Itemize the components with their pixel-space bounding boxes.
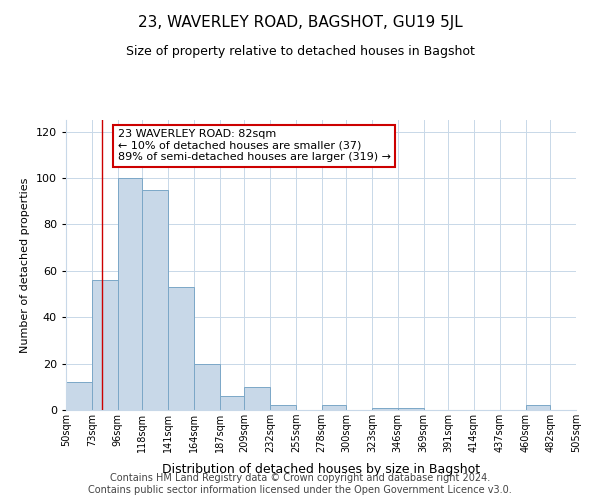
Bar (372, 408, 398, 410)
Bar (526, 406, 550, 410)
Bar (66, 382, 92, 410)
Bar (168, 287, 194, 410)
X-axis label: Distribution of detached houses by size in Bagshot: Distribution of detached houses by size … (162, 464, 480, 476)
Bar (194, 364, 220, 410)
Text: 23, WAVERLEY ROAD, BAGSHOT, GU19 5JL: 23, WAVERLEY ROAD, BAGSHOT, GU19 5JL (137, 15, 463, 30)
Bar (92, 280, 118, 410)
Text: 23 WAVERLEY ROAD: 82sqm
← 10% of detached houses are smaller (37)
89% of semi-de: 23 WAVERLEY ROAD: 82sqm ← 10% of detache… (118, 130, 391, 162)
Text: Size of property relative to detached houses in Bagshot: Size of property relative to detached ho… (125, 45, 475, 58)
Bar (398, 408, 424, 410)
Bar (270, 406, 296, 410)
Bar (244, 387, 270, 410)
Bar (322, 406, 346, 410)
Bar (220, 396, 244, 410)
Bar (118, 178, 142, 410)
Text: Contains HM Land Registry data © Crown copyright and database right 2024.
Contai: Contains HM Land Registry data © Crown c… (88, 474, 512, 495)
Bar (142, 190, 168, 410)
Y-axis label: Number of detached properties: Number of detached properties (20, 178, 30, 352)
